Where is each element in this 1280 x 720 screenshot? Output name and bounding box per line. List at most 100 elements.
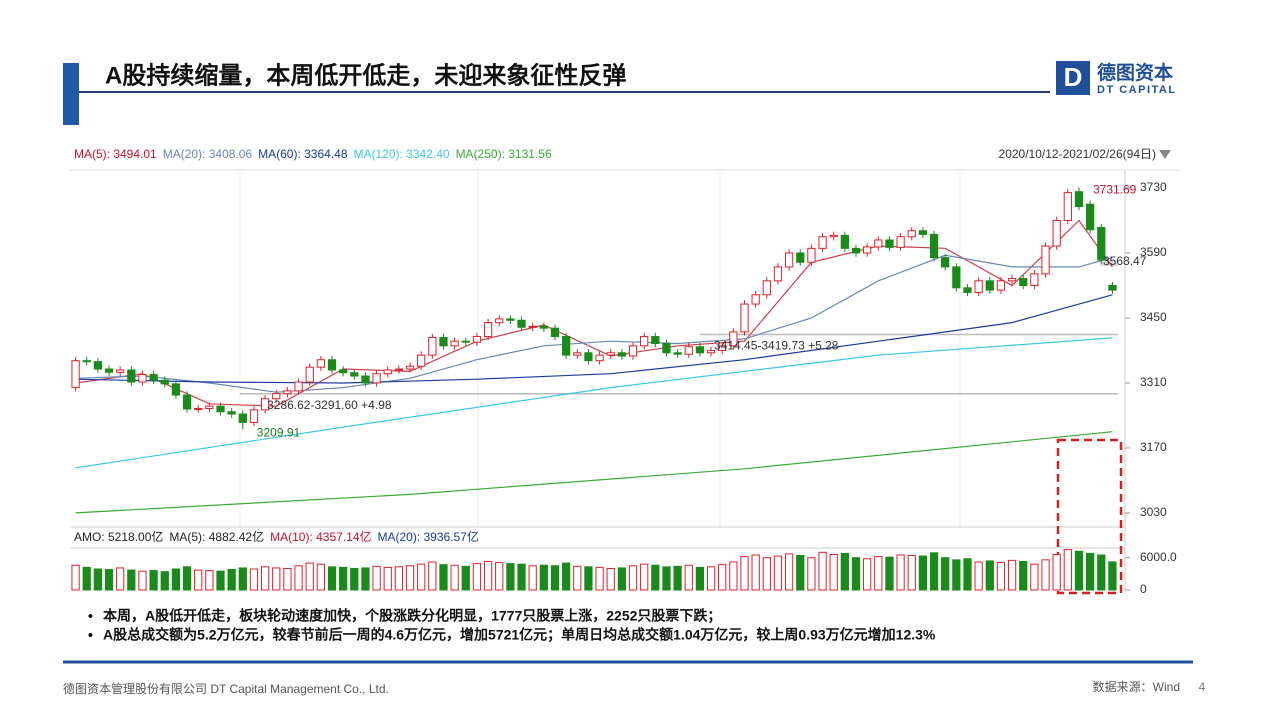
candle-body [238,413,247,423]
month-grid [239,170,961,527]
volume-bar [539,564,548,591]
volume-bar [93,568,102,591]
candle-body [450,340,459,347]
volume-bar [662,566,671,591]
volume-bar [361,567,370,591]
candle-body [807,247,816,263]
candle-body [1074,191,1084,208]
candle-body [963,287,972,293]
candle-body [584,352,593,362]
candle-body [628,345,638,357]
candle-body [182,394,192,410]
volume-bar [428,561,437,591]
volume-bar [1007,559,1017,591]
y-tick-label: 3730 [1140,180,1167,194]
volume-bar [394,566,404,591]
candle-body [550,327,560,338]
volume-bar [595,566,604,591]
volume-bar [383,566,392,591]
candle-body [996,280,1006,291]
volume-bar [506,563,515,591]
candle-body [740,303,749,333]
volume-bar [171,568,181,591]
candle-body [918,230,928,235]
legend-entry: MA(5): 3494.01 [74,147,157,161]
candle-body [673,352,682,355]
candle-body [461,340,470,343]
candle-body [260,398,270,411]
volume-bar [528,565,537,591]
logo-en: DT CAPITAL [1097,84,1177,96]
volume-bar [294,565,303,591]
candle-body [706,349,716,354]
candle-body [896,236,905,248]
volume-bar [550,565,560,591]
price-label: 3568.47 [1103,254,1147,268]
volume-bar [272,567,281,591]
volume-bar [104,569,114,591]
candle-body [539,325,548,329]
legend-entry: MA(120): 3342.40 [354,147,450,161]
candle-body [495,318,504,324]
candle-body [974,280,983,293]
title: A股持续缩量，本周低开低走，未迎来象征性反弹 [105,61,626,89]
candle-body [1007,278,1017,282]
volume-bar [205,570,214,591]
candle-body [428,336,437,356]
high-label: 3731.69 [1093,182,1137,196]
candle-body [751,294,760,305]
volume-bar [339,566,348,591]
volume-bar [417,563,426,591]
volume-bar [896,554,905,591]
candle-body [952,266,961,289]
volume-bar [840,552,849,591]
volume-bar [182,566,192,591]
range-label: 3286.62-3291.60 +4.98 [267,398,392,412]
candle-body [1086,203,1095,231]
candle-body [350,372,359,377]
candle-body [762,280,771,296]
dropdown-arrow[interactable] [1159,150,1171,159]
candle-body [595,354,604,362]
candle-body [316,359,325,368]
bullet: 本周，A股低开低走，板块轮动速度加快，个股涨跌分化明显，1777只股票上涨，22… [103,608,721,625]
volume-bar [238,567,247,591]
volume-bar [82,566,91,591]
candle-body [1097,226,1106,261]
candle-body [684,346,693,355]
candle-body [149,374,158,381]
candle-body [829,234,838,238]
candle-body [339,369,348,374]
candle-body [327,359,337,371]
candle-body [818,236,827,249]
candle-body [695,346,705,354]
ma-line [75,294,1113,384]
volume-bar [729,561,738,591]
volume-bar [974,561,983,591]
candle-body [885,239,894,248]
candle-body [929,233,939,259]
volume-bar [472,563,482,591]
candle-body [160,379,169,385]
volume-bar [127,569,136,591]
volume-bar [405,565,415,591]
volume-bar [1041,559,1050,591]
highlight-box [1056,438,1123,595]
candle-body [205,405,214,409]
volume-bar [874,556,883,591]
candle-body [506,318,515,321]
volume-legend: MA(10): 4357.14亿 [270,529,371,544]
candle-body [851,247,861,254]
volume-tick-label: 6000.0 [1140,550,1177,564]
volume-bar [495,562,504,591]
volume-bar [260,566,270,591]
legend-entry: MA(250): 3131.56 [456,147,552,161]
volume-bar [851,557,861,591]
candle-body [1052,219,1061,247]
candle-body [941,257,950,268]
candle-body [573,352,582,356]
candle-body [361,375,370,384]
y-tick-label: 3450 [1140,310,1167,324]
legend-entry: MA(60): 3364.48 [258,147,348,161]
volume-bar [316,563,325,591]
